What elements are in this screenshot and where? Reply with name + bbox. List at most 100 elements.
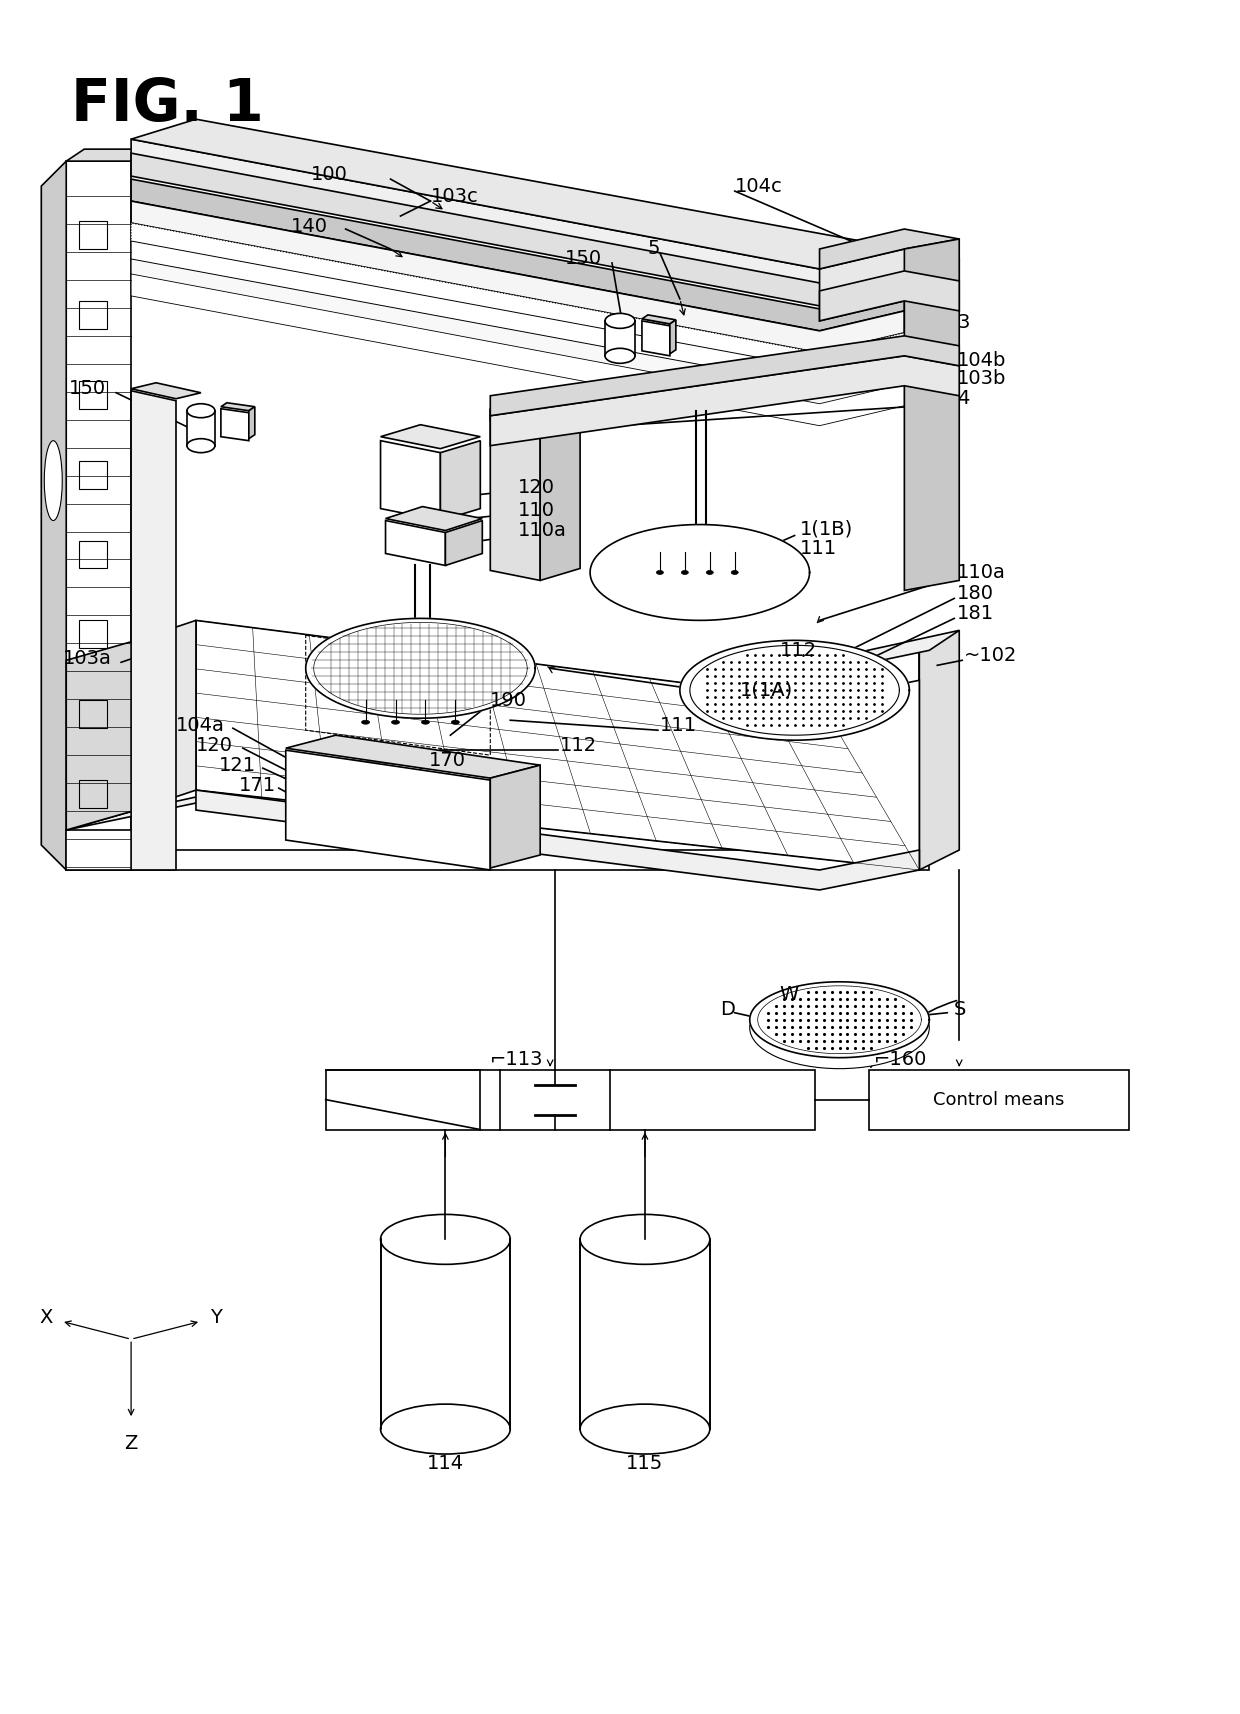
Ellipse shape: [732, 571, 738, 574]
Text: D: D: [719, 1001, 734, 1020]
Text: 114: 114: [427, 1453, 464, 1472]
Text: 104b: 104b: [957, 351, 1007, 370]
Polygon shape: [66, 161, 131, 871]
Polygon shape: [904, 238, 960, 590]
Bar: [79, 701, 107, 728]
Text: 112: 112: [560, 735, 598, 754]
Polygon shape: [490, 764, 541, 867]
Text: Z: Z: [124, 1435, 138, 1453]
Text: 120: 120: [196, 735, 233, 754]
Text: 3: 3: [957, 314, 970, 333]
Polygon shape: [66, 631, 960, 830]
Text: Control means: Control means: [934, 1090, 1065, 1109]
Polygon shape: [131, 178, 904, 331]
Text: ⌐160: ⌐160: [874, 1051, 928, 1070]
Bar: [869, 1070, 1128, 1130]
Bar: [580, 1239, 709, 1429]
Text: 171: 171: [239, 776, 277, 795]
Text: 180: 180: [957, 584, 994, 603]
Text: S: S: [955, 1001, 967, 1020]
Polygon shape: [642, 315, 676, 324]
Polygon shape: [541, 408, 580, 581]
Text: FIG. 1: FIG. 1: [71, 75, 264, 134]
Ellipse shape: [663, 545, 735, 576]
Text: 103c: 103c: [430, 187, 479, 206]
Polygon shape: [131, 223, 904, 375]
Polygon shape: [41, 161, 66, 871]
Text: 110a: 110a: [957, 562, 1006, 583]
Text: 120: 120: [518, 478, 556, 497]
Ellipse shape: [605, 348, 635, 363]
Text: 103b: 103b: [957, 369, 1007, 389]
Bar: [326, 1070, 815, 1130]
Ellipse shape: [707, 571, 713, 574]
Bar: [79, 302, 107, 329]
Text: 104a: 104a: [176, 716, 224, 735]
Ellipse shape: [750, 987, 929, 1068]
Text: 115: 115: [626, 1453, 663, 1472]
Bar: [187, 411, 215, 446]
Polygon shape: [285, 735, 541, 778]
Polygon shape: [386, 507, 482, 531]
Polygon shape: [131, 391, 176, 871]
Polygon shape: [131, 120, 904, 269]
Text: 181: 181: [957, 603, 994, 622]
Ellipse shape: [451, 720, 459, 725]
Text: 140: 140: [290, 216, 327, 235]
Text: 1(1A): 1(1A): [740, 680, 794, 699]
Polygon shape: [285, 751, 490, 871]
Text: 121: 121: [219, 756, 255, 775]
Ellipse shape: [381, 1215, 510, 1265]
Bar: [79, 620, 107, 648]
Polygon shape: [642, 321, 670, 357]
Text: 110: 110: [518, 500, 556, 519]
Ellipse shape: [362, 720, 370, 725]
Polygon shape: [306, 619, 536, 718]
Ellipse shape: [381, 1404, 510, 1453]
Text: 4: 4: [957, 389, 970, 408]
Ellipse shape: [187, 405, 215, 418]
Polygon shape: [221, 408, 249, 440]
Text: 103a: 103a: [63, 650, 112, 668]
Polygon shape: [381, 440, 440, 521]
Polygon shape: [131, 259, 904, 408]
Text: 100: 100: [311, 165, 347, 183]
Text: 170: 170: [429, 751, 465, 770]
Polygon shape: [490, 396, 580, 420]
Text: 150: 150: [69, 379, 107, 398]
Text: Y: Y: [210, 1308, 222, 1327]
Ellipse shape: [656, 571, 663, 574]
Polygon shape: [680, 641, 909, 740]
Polygon shape: [196, 790, 919, 890]
Text: 111: 111: [660, 716, 697, 735]
Polygon shape: [131, 139, 904, 291]
Polygon shape: [490, 357, 960, 446]
Ellipse shape: [45, 440, 62, 521]
Polygon shape: [490, 411, 541, 581]
Polygon shape: [820, 249, 960, 321]
Text: 112: 112: [780, 641, 817, 660]
Ellipse shape: [388, 634, 456, 662]
Polygon shape: [440, 440, 480, 521]
Polygon shape: [131, 382, 201, 399]
Bar: [79, 381, 107, 408]
Polygon shape: [66, 149, 149, 161]
Text: X: X: [40, 1308, 53, 1327]
Bar: [79, 461, 107, 488]
Bar: [381, 1239, 510, 1429]
Polygon shape: [221, 403, 254, 411]
Polygon shape: [249, 406, 254, 439]
Text: 5: 5: [649, 240, 661, 259]
Ellipse shape: [605, 314, 635, 329]
Polygon shape: [66, 641, 136, 830]
Text: 110a: 110a: [518, 521, 567, 540]
Polygon shape: [590, 524, 810, 620]
Polygon shape: [386, 521, 445, 566]
Ellipse shape: [667, 555, 733, 583]
Polygon shape: [820, 230, 960, 269]
Polygon shape: [131, 274, 904, 425]
Text: W: W: [780, 986, 799, 1004]
Polygon shape: [750, 982, 929, 1058]
Bar: [79, 221, 107, 249]
Ellipse shape: [386, 624, 460, 656]
